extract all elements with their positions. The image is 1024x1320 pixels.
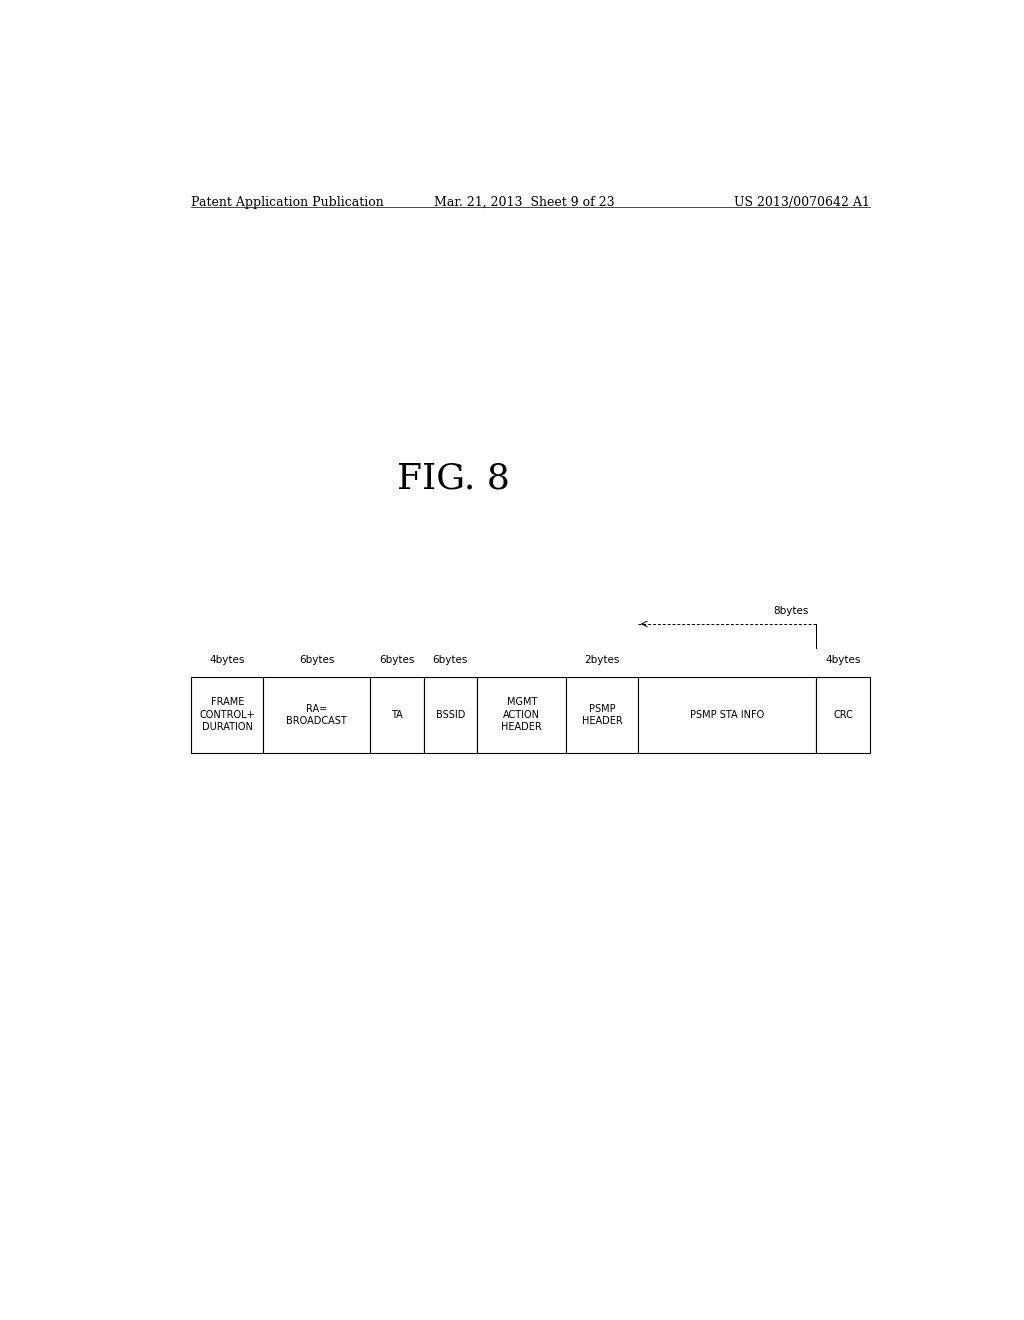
Bar <box>370 677 424 752</box>
Bar <box>638 677 816 752</box>
Text: 2bytes: 2bytes <box>585 655 620 664</box>
Text: MGMT
ACTION
HEADER: MGMT ACTION HEADER <box>502 697 542 733</box>
Bar <box>566 677 638 752</box>
Text: Mar. 21, 2013  Sheet 9 of 23: Mar. 21, 2013 Sheet 9 of 23 <box>434 195 615 209</box>
Text: Patent Application Publication: Patent Application Publication <box>191 195 384 209</box>
Bar <box>477 677 566 752</box>
Text: 6bytes: 6bytes <box>433 655 468 664</box>
Bar <box>263 677 370 752</box>
Text: 6bytes: 6bytes <box>379 655 415 664</box>
Text: 8bytes: 8bytes <box>773 606 809 615</box>
Text: US 2013/0070642 A1: US 2013/0070642 A1 <box>734 195 870 209</box>
Text: PSMP
HEADER: PSMP HEADER <box>582 704 623 726</box>
Text: 4bytes: 4bytes <box>210 655 245 664</box>
Bar <box>816 677 870 752</box>
Text: 6bytes: 6bytes <box>299 655 334 664</box>
Text: 4bytes: 4bytes <box>825 655 861 664</box>
Text: PSMP STA INFO: PSMP STA INFO <box>690 710 764 719</box>
Bar <box>191 677 263 752</box>
Text: FIG. 8: FIG. 8 <box>397 462 510 495</box>
Text: FRAME
CONTROL+
DURATION: FRAME CONTROL+ DURATION <box>200 697 255 733</box>
Text: TA: TA <box>391 710 402 719</box>
Text: BSSID: BSSID <box>436 710 465 719</box>
Bar <box>424 677 477 752</box>
Text: RA=
BROADCAST: RA= BROADCAST <box>286 704 347 726</box>
Text: CRC: CRC <box>834 710 853 719</box>
